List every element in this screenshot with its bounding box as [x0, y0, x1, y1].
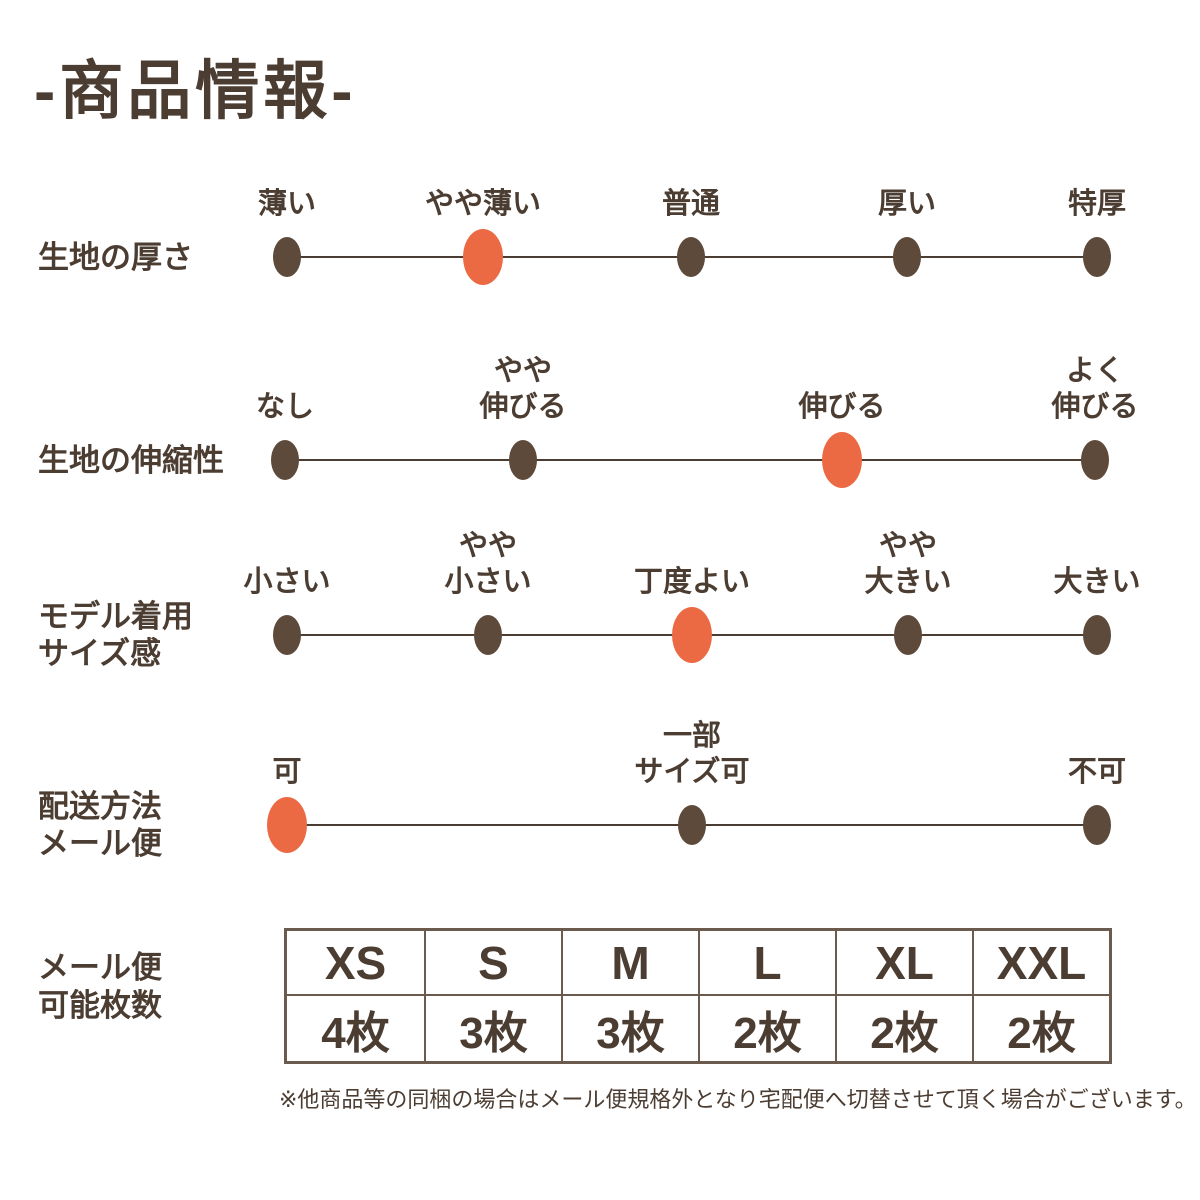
scale-option-label: 普通 — [662, 186, 720, 222]
scale-option-label: なし — [256, 389, 314, 425]
scale-dot — [894, 615, 922, 655]
scale-option-label: よく 伸びる — [1051, 353, 1138, 425]
scale-option-label: やや 大きい — [864, 528, 951, 600]
scale-option-label-line: 小さい — [444, 566, 532, 598]
scale-row-label: 生地の伸縮性 — [38, 442, 224, 479]
scale-dot — [1081, 440, 1109, 480]
scale-option-label-line: 不可 — [1067, 756, 1127, 788]
scale-option-label-line: 特厚 — [1067, 188, 1127, 220]
scale-option-label-line: 伸びる — [479, 391, 567, 423]
scale-dot-selected — [267, 797, 307, 853]
scale-row-label: 配送方法 メール便 — [38, 788, 162, 862]
scale-option-label-line: 伸びる — [798, 391, 886, 423]
scale-option-label: やや 伸びる — [479, 353, 566, 425]
scale-option-label-line: やや — [878, 530, 938, 562]
count-value-cell: 3枚 — [424, 996, 561, 1061]
size-header-cell: XL — [835, 931, 972, 996]
scale-option-label: 不可 — [1068, 754, 1126, 790]
scale-row-label-line: モデル着用 — [38, 599, 193, 634]
scale-option-label-line: なし — [255, 391, 315, 423]
scale-option-label-line: やや薄い — [424, 188, 542, 220]
scale-line — [285, 459, 1095, 461]
scale-dot-selected — [463, 229, 503, 285]
scale-dot-selected — [672, 607, 712, 663]
mail-count-table-label-line: 可能枚数 — [38, 988, 162, 1023]
size-header-cell: XS — [287, 931, 424, 996]
scale-option-label-line: 一部 — [662, 720, 722, 752]
size-header-cell: M — [561, 931, 698, 996]
scale-row-label-line: メール便 — [38, 826, 162, 861]
scale-row-label: 生地の厚さ — [38, 239, 193, 276]
scale-dot — [509, 440, 537, 480]
scale-option-label: やや薄い — [425, 186, 541, 222]
scale-dot — [273, 615, 301, 655]
count-value-cell: 2枚 — [835, 996, 972, 1061]
scale-dot — [1083, 805, 1111, 845]
scale-option-label-line: 普通 — [661, 188, 721, 220]
scale-row-label-line: 生地の伸縮性 — [38, 442, 224, 478]
scale-option-label: やや 小さい — [444, 528, 531, 600]
page-title: -商品情報- — [34, 55, 357, 127]
scale-row-label-line: 生地の厚さ — [38, 239, 193, 275]
mail-count-table-label-line: メール便 — [38, 950, 162, 985]
scale-option-label-line: 可 — [272, 756, 302, 788]
mail-count-table-label: メール便 可能枚数 — [38, 949, 162, 1025]
scale-option-label-line: やや — [458, 530, 518, 562]
count-value-cell: 4枚 — [321, 1008, 390, 1058]
count-value-cell: 3枚 — [561, 996, 698, 1061]
scale-dot — [893, 237, 921, 277]
scale-option-label-line: 大きい — [1053, 566, 1141, 598]
size-header-cell: S — [424, 931, 561, 996]
scale-row-label-line: 配送方法 — [38, 789, 162, 824]
scale-option-label: 丁度よい — [634, 564, 750, 600]
count-value-cell: 2枚 — [698, 996, 835, 1061]
scale-dot — [677, 237, 705, 277]
mail-count-table: XS S M L XL XXL 4枚 3枚 3枚 2枚 2枚 2枚 — [284, 928, 1112, 1064]
scale-option-label-line: 丁度よい — [633, 566, 751, 598]
size-header-cell: L — [698, 931, 835, 996]
scale-option-label-line: サイズ可 — [634, 756, 750, 788]
scale-row-label: モデル着用 サイズ感 — [38, 598, 193, 672]
scale-dot — [474, 615, 502, 655]
scale-option-label-line: よく — [1065, 355, 1125, 387]
scale-option-label-line: 小さい — [243, 566, 331, 598]
scale-dot — [1083, 237, 1111, 277]
scale-dot — [273, 237, 301, 277]
scale-dot — [271, 440, 299, 480]
count-value-cell: 2枚 — [972, 996, 1109, 1061]
scale-option-label: 一部 サイズ可 — [634, 718, 749, 790]
size-header-cell: XXL — [972, 931, 1109, 996]
scale-option-label: 厚い — [878, 186, 936, 222]
scale-dot — [1083, 615, 1111, 655]
scale-option-label: 小さい — [243, 564, 330, 600]
scale-option-label-line: 厚い — [877, 188, 937, 220]
scale-option-label-line: 伸びる — [1051, 391, 1139, 423]
scale-dot-selected — [822, 432, 862, 488]
scale-option-label: 可 — [272, 754, 301, 790]
scale-option-label-line: やや — [493, 355, 553, 387]
scale-option-label: 大きい — [1053, 564, 1140, 600]
scale-option-label: 伸びる — [798, 389, 885, 425]
scale-option-label: 特厚 — [1068, 186, 1126, 222]
scale-option-label-line: 大きい — [864, 566, 952, 598]
scale-row-label-line: サイズ感 — [38, 636, 162, 671]
scale-option-label: 薄い — [258, 186, 316, 222]
scale-dot — [678, 805, 706, 845]
scale-option-label-line: 薄い — [257, 188, 317, 220]
footnote: ※他商品等の同梱の場合はメール便規格外となり宅配便へ切替させて頂く場合がございま… — [279, 1087, 1197, 1112]
